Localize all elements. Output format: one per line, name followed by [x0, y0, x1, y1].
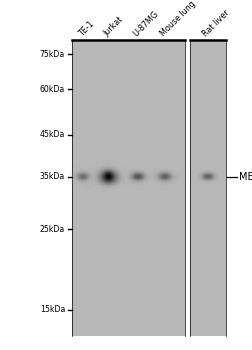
Text: 75kDa: 75kDa — [40, 50, 65, 59]
Text: 60kDa: 60kDa — [40, 85, 65, 94]
Text: MED4: MED4 — [239, 172, 252, 182]
Text: 25kDa: 25kDa — [40, 225, 65, 234]
Text: 35kDa: 35kDa — [40, 172, 65, 181]
Text: U-87MG: U-87MG — [131, 9, 160, 38]
Text: Mouse lung: Mouse lung — [159, 0, 197, 38]
Text: 45kDa: 45kDa — [40, 130, 65, 139]
Bar — [72, 40, 185, 336]
Text: TE-1: TE-1 — [77, 20, 96, 38]
Text: Rat liver: Rat liver — [202, 8, 232, 38]
Text: Jurkat: Jurkat — [102, 16, 125, 38]
Text: 15kDa: 15kDa — [40, 305, 65, 314]
Bar — [190, 40, 226, 336]
